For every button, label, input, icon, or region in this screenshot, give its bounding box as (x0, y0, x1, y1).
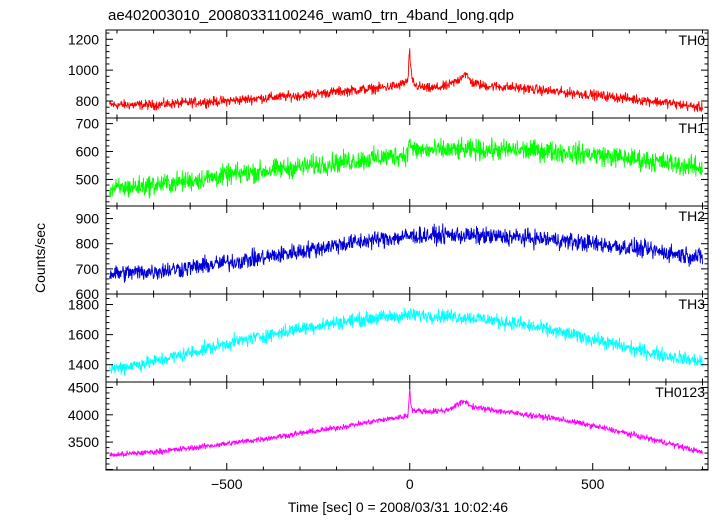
series-line-th0 (109, 48, 703, 113)
y-axis-label: Counts/sec (32, 223, 48, 293)
panels-group: 800 1000 1200 TH0 500 600 700 TH1 600 700 800 900 TH… (68, 29, 709, 492)
y-tick-label: 900 (76, 211, 100, 227)
y-tick-label: 600 (76, 286, 100, 302)
x-tick-label: 500 (581, 476, 605, 492)
y-tick-label: 1000 (68, 62, 99, 78)
y-tick-label: 500 (76, 171, 100, 187)
panel-label-th0: TH0 (679, 32, 706, 48)
y-tick-label: 600 (76, 144, 100, 160)
y-tick-label: 4500 (68, 379, 99, 395)
y-tick-label: 1600 (68, 327, 99, 343)
y-tick-label: 700 (76, 261, 100, 277)
y-tick-label: 1400 (68, 357, 99, 373)
y-tick-label: 1800 (68, 297, 99, 313)
y-tick-label: 800 (76, 93, 100, 109)
y-tick-label: 1200 (68, 31, 99, 47)
series-line-th1 (109, 136, 703, 199)
panel-label-th1: TH1 (679, 120, 706, 136)
y-tick-label: 700 (76, 116, 100, 132)
series-line-th3 (109, 307, 703, 376)
y-tick-label: 4000 (68, 407, 99, 423)
x-axis-label: Time [sec] 0 = 2008/03/31 10:02:46 (288, 499, 508, 515)
panel-label-th3: TH3 (679, 296, 706, 312)
chart-title: ae402003010_20080331100246_wam0_trn_4ban… (108, 7, 514, 24)
panel-frame-th1 (105, 117, 709, 207)
panel-frame-th0123 (105, 381, 709, 471)
panel-label-th2: TH2 (679, 208, 706, 224)
series-line-th2 (109, 223, 703, 283)
panel-label-th0123: TH0123 (655, 384, 705, 400)
x-tick-label: 0 (406, 476, 414, 492)
series-line-th0123 (109, 388, 703, 458)
y-tick-label: 800 (76, 236, 100, 252)
x-tick-label: −500 (211, 476, 243, 492)
panel-frame-th3 (105, 293, 709, 383)
y-tick-label: 3500 (68, 434, 99, 450)
